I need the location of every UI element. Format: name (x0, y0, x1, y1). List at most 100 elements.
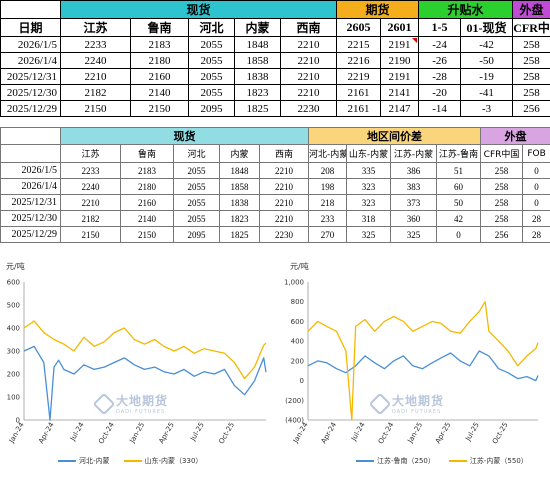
table-row: 2025/12/31 2210 2160 2055 1838 2210 2219 2191 -2… (0, 68, 550, 85)
table-cell: 28 (522, 226, 550, 243)
y-tick-label: (400) (285, 417, 304, 425)
table-cell: 258 (480, 210, 524, 227)
table-cell: 2150 (60, 100, 131, 117)
table-cell: 2150 (60, 226, 121, 243)
table2-blank-header (0, 144, 61, 163)
table-cell: 2055 (188, 68, 235, 85)
table-cell: 258 (512, 68, 550, 85)
x-tick-label: Oct-24 (97, 421, 116, 446)
legend-label: 山东-内蒙（330） (144, 457, 203, 465)
series-line-1 (307, 301, 539, 421)
table-cell: 1823 (234, 84, 281, 101)
table-cell: 2183 (130, 36, 189, 53)
group2-external: 外盘 (480, 127, 550, 145)
table1-header-row: 日期 江苏 鲁南 河北 内蒙 西南 2605 2601 1-5 01-现货 CF… (0, 18, 550, 37)
chart-left-unit: 元/吨 (6, 262, 25, 271)
table-cell: 386 (390, 162, 438, 179)
table-cell: 1848 (234, 36, 281, 53)
table-cell: 50 (436, 194, 482, 211)
col2-lunan: 鲁南 (120, 144, 174, 163)
table-cell: 2210 (279, 84, 338, 101)
watermark-en: DADI FUTURES (392, 409, 442, 415)
table-cell: 1848 (219, 162, 260, 179)
legend-item-hebei-neimeng: 河北-内蒙 (58, 456, 110, 466)
table-cell: 335 (346, 162, 392, 179)
group-spot: 现货 (59, 0, 338, 19)
col-jiangsu: 江苏 (60, 18, 131, 37)
table-cell: 2055 (188, 52, 235, 69)
table-cell: -3 (460, 100, 514, 117)
table-cell: 2055 (173, 194, 220, 211)
x-tick-label: Apr-24 (37, 421, 56, 445)
table-cell: 2190 (380, 52, 420, 69)
table-cell: 2233 (60, 162, 121, 179)
table-cell: 256 (512, 100, 550, 117)
table-cell: 2055 (173, 162, 220, 179)
legend-swatch-blue (58, 460, 76, 462)
watermark-right: 大地期货 DADI FUTURES (368, 392, 445, 415)
col-2605: 2605 (336, 18, 382, 37)
x-tick-label: Jul-25 (464, 421, 481, 443)
table-cell: 2210 (258, 162, 310, 179)
table-cell: 198 (308, 178, 348, 195)
table-cell: -26 (418, 52, 462, 69)
table-cell: 2180 (130, 52, 189, 69)
watermark-cn: 大地期货 (392, 394, 445, 408)
table-cell: 2161 (336, 84, 382, 101)
table-cell: -28 (418, 68, 462, 85)
x-tick-label: Jul-24 (68, 421, 86, 444)
table-cell: 42 (436, 210, 482, 227)
group-basis: 升贴水 (418, 0, 514, 19)
table-row: 2025/12/30 2182 2140 2055 1823 2210 233 318 360 4… (0, 210, 550, 227)
col-cfr: CFR中 (512, 18, 550, 37)
table-cell: 0 (522, 194, 550, 211)
table-cell: 2215 (336, 36, 382, 53)
col-2601: 2601 (380, 18, 420, 37)
x-tick-label: Jan-25 (406, 421, 425, 445)
table-cell: 2160 (130, 68, 189, 85)
table-cell: 1825 (219, 226, 260, 243)
x-tick-label: Oct-24 (377, 421, 396, 446)
x-tick-label: Jul-25 (188, 421, 205, 443)
col2-fob: FOB (522, 144, 550, 163)
table-cell: 2095 (188, 100, 235, 117)
legend-label: 江苏-内蒙（550） (469, 457, 528, 465)
table-cell: 258 (480, 178, 524, 195)
row-date: 2025/12/30 (0, 210, 61, 227)
table-cell: 233 (308, 210, 348, 227)
table-cell: 51 (436, 162, 482, 179)
table-cell: 1858 (234, 52, 281, 69)
table-row: 2026/1/4 2240 2180 2055 1858 2210 198 323 383 60 2… (0, 178, 550, 195)
table-cell: 2055 (173, 178, 220, 195)
y-tick-label: 600 (7, 279, 20, 287)
table-cell: 270 (308, 226, 348, 243)
table-cell: 2180 (120, 178, 174, 195)
table-row: 2025/12/29 2150 2150 2095 1825 2230 2161 2147 -1… (0, 100, 550, 117)
chart-right-unit: 元/吨 (290, 262, 309, 271)
table-cell: 256 (480, 226, 524, 243)
table-cell: 2150 (120, 226, 174, 243)
table-cell: 360 (390, 210, 438, 227)
legend-label: 江苏-鲁南（250） (377, 457, 435, 465)
col2-jiangsu: 江苏 (60, 144, 121, 163)
col2-xinan: 西南 (258, 144, 310, 163)
watermark-en: DADI FUTURES (116, 409, 166, 415)
row-date: 2025/12/31 (0, 194, 61, 211)
series-line-0 (23, 345, 267, 421)
group2-spot: 现货 (59, 127, 310, 145)
group2-spread: 地区间价差 (308, 127, 482, 145)
table-cell: 2233 (60, 36, 131, 53)
legend-swatch-blue (356, 460, 374, 462)
table-cell: 2191 (380, 68, 420, 85)
y-tick-label: 300 (7, 348, 20, 356)
x-tick-label: Apr-24 (320, 421, 339, 445)
table-cell: 258 (512, 52, 550, 69)
table-cell: 2240 (60, 52, 131, 69)
table-cell: 2210 (279, 52, 338, 69)
table-cell: 2210 (258, 194, 310, 211)
table2-group-row: 现货 地区间价差 外盘 (0, 127, 550, 145)
table-cell: 258 (480, 162, 524, 179)
table-cell: 1823 (219, 210, 260, 227)
col-neimeng: 内蒙 (234, 18, 281, 37)
legend-item-jiangsu-neimeng: 江苏-内蒙（550） (448, 456, 528, 466)
